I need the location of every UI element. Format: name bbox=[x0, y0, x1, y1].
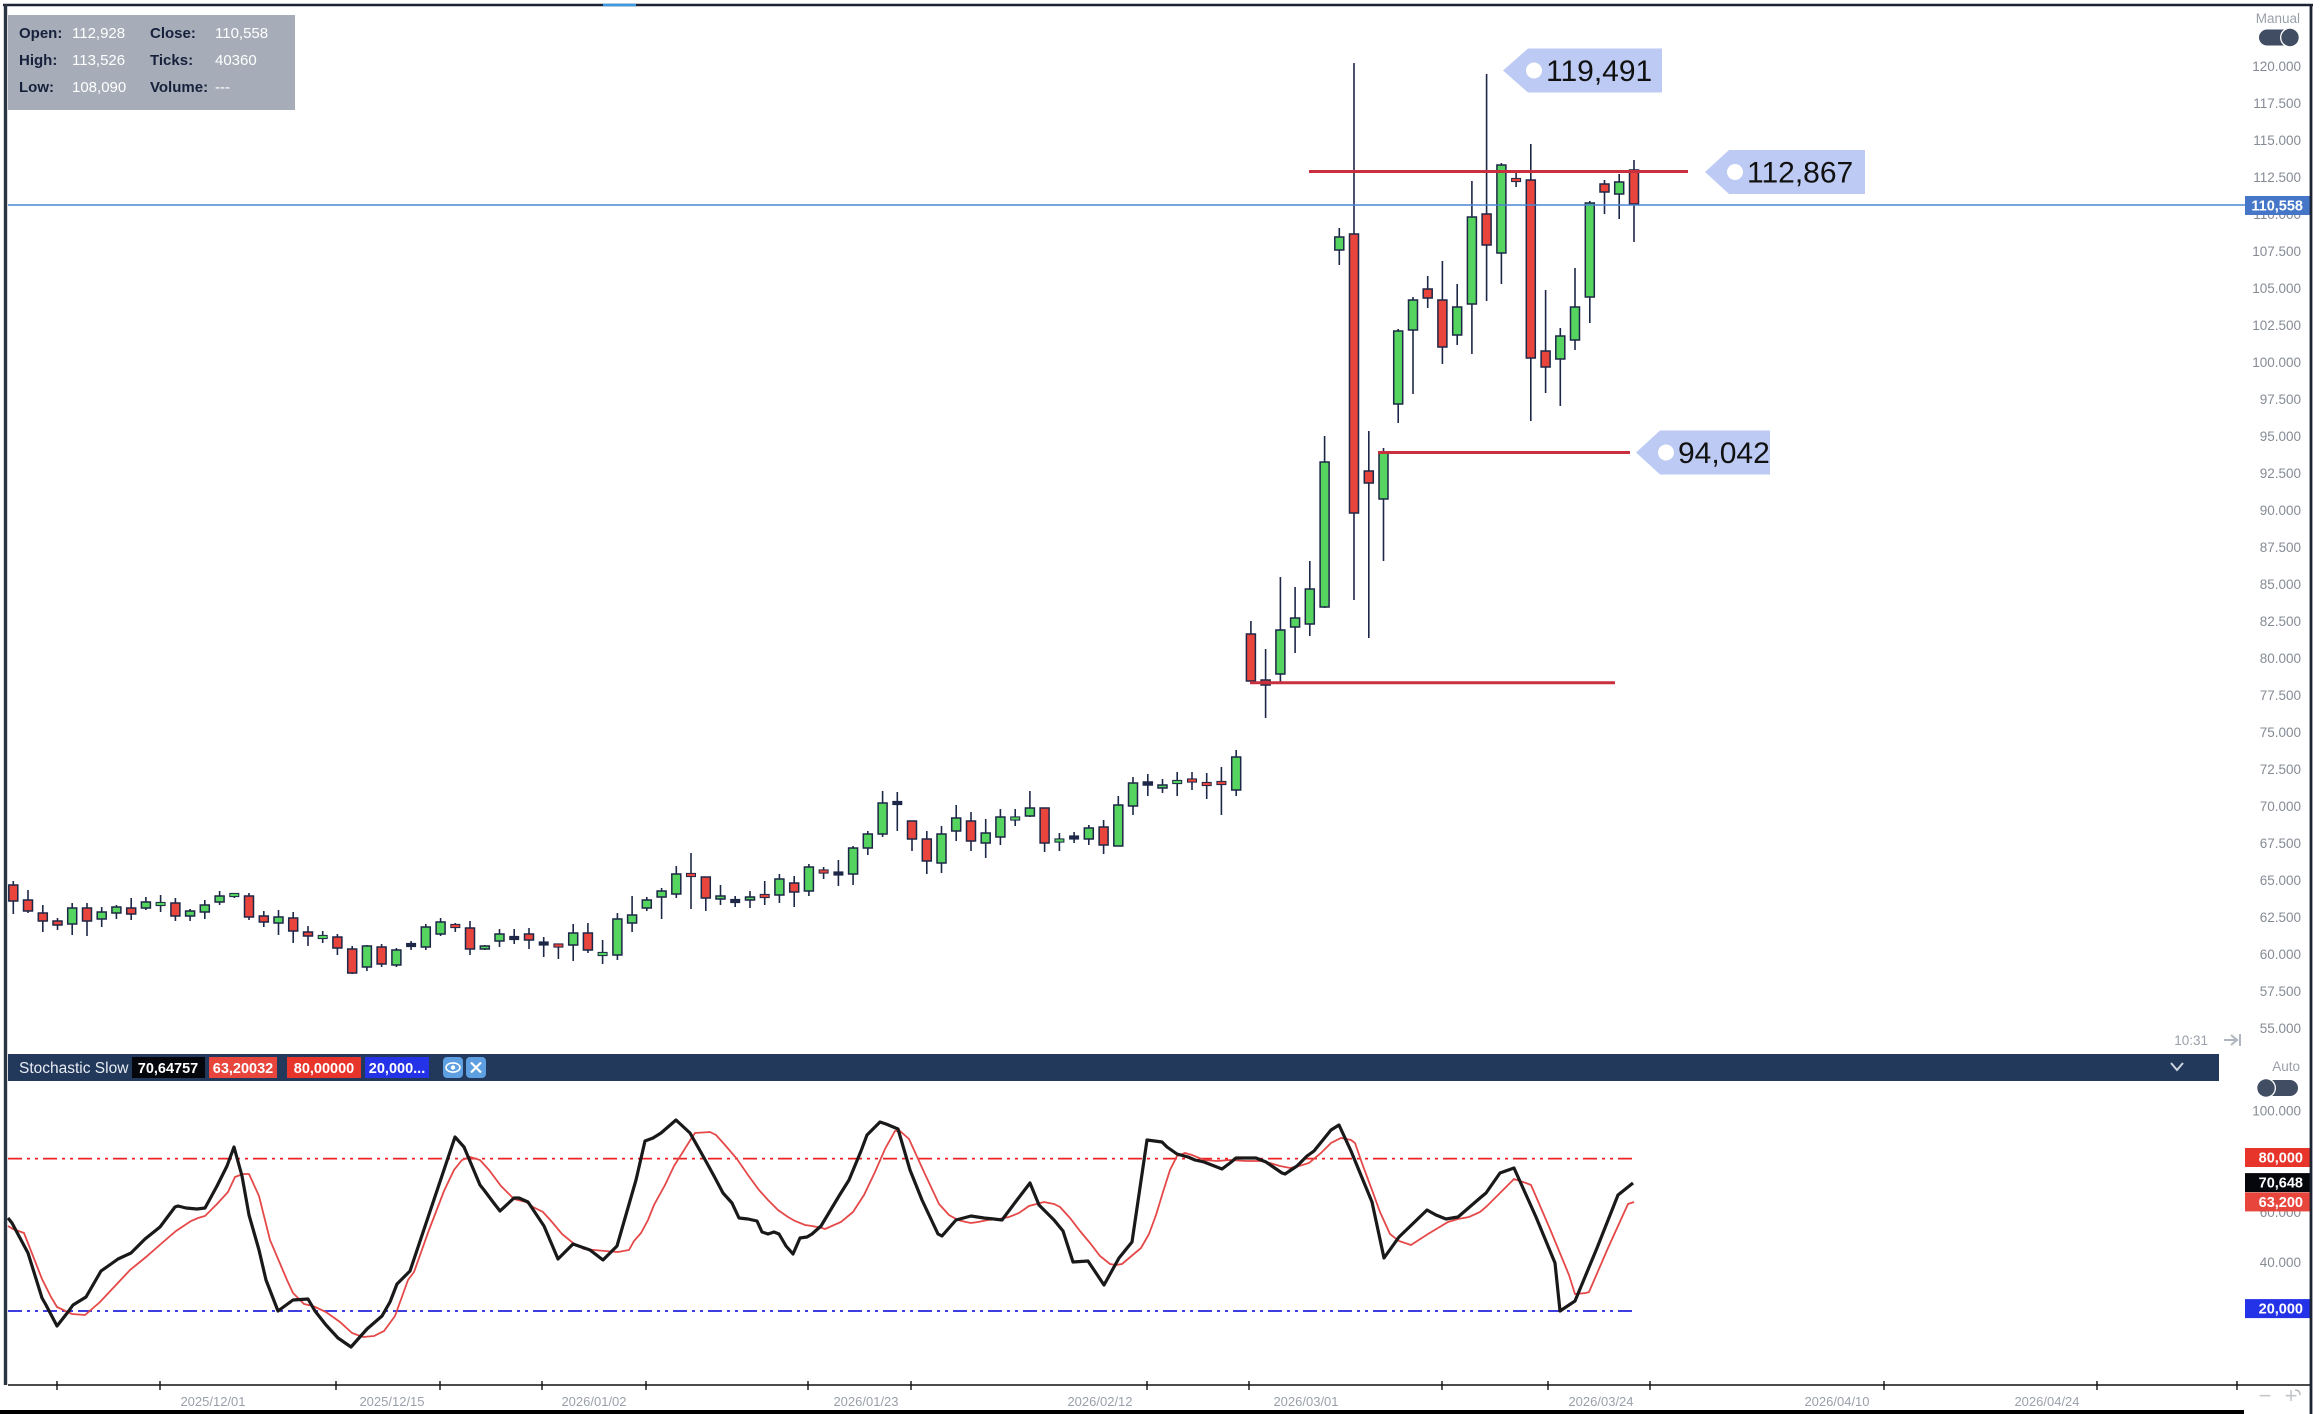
svg-text:63,20032: 63,20032 bbox=[213, 1061, 273, 1077]
svg-text:Ticks:: Ticks: bbox=[150, 52, 193, 69]
svg-text:112,928: 112,928 bbox=[72, 25, 125, 42]
svg-text:2026/04/24: 2026/04/24 bbox=[2014, 1394, 2079, 1409]
svg-text:100.000: 100.000 bbox=[2252, 355, 2301, 370]
svg-text:2025/12/01: 2025/12/01 bbox=[180, 1394, 245, 1409]
svg-text:120.000: 120.000 bbox=[2252, 59, 2301, 74]
svg-text:80,00000: 80,00000 bbox=[294, 1061, 354, 1077]
svg-text:77.500: 77.500 bbox=[2260, 688, 2301, 703]
svg-text:Manual: Manual bbox=[2256, 11, 2300, 26]
svg-text:60.000: 60.000 bbox=[2260, 947, 2301, 962]
svg-text:87.500: 87.500 bbox=[2260, 540, 2301, 555]
svg-text:67.500: 67.500 bbox=[2260, 836, 2301, 851]
svg-text:55.000: 55.000 bbox=[2260, 1021, 2301, 1036]
svg-text:110,558: 110,558 bbox=[215, 25, 268, 42]
svg-text:40360: 40360 bbox=[215, 52, 257, 69]
svg-text:82.500: 82.500 bbox=[2260, 614, 2301, 629]
svg-text:105.000: 105.000 bbox=[2252, 281, 2301, 296]
svg-text:94,042: 94,042 bbox=[1678, 437, 1770, 470]
svg-text:2026/01/02: 2026/01/02 bbox=[561, 1394, 626, 1409]
svg-text:62.500: 62.500 bbox=[2260, 910, 2301, 925]
svg-text:117.500: 117.500 bbox=[2253, 96, 2301, 111]
svg-text:+: + bbox=[2285, 1383, 2298, 1408]
svg-text:70,648: 70,648 bbox=[2259, 1176, 2303, 1192]
svg-text:Low:: Low: bbox=[19, 79, 54, 96]
svg-text:2026/04/10: 2026/04/10 bbox=[1804, 1394, 1869, 1409]
svg-text:102.500: 102.500 bbox=[2252, 318, 2301, 333]
svg-text:112,867: 112,867 bbox=[1747, 157, 1853, 190]
svg-text:85.000: 85.000 bbox=[2260, 577, 2301, 592]
svg-text:100.000: 100.000 bbox=[2252, 1104, 2301, 1119]
svg-text:2026/03/24: 2026/03/24 bbox=[1568, 1394, 1633, 1409]
svg-text:−: − bbox=[2259, 1383, 2272, 1408]
svg-text:63,200: 63,200 bbox=[2259, 1195, 2303, 1211]
svg-text:97.500: 97.500 bbox=[2260, 392, 2301, 407]
svg-text:20,000: 20,000 bbox=[2259, 1302, 2303, 1318]
svg-text:2026/01/23: 2026/01/23 bbox=[833, 1394, 898, 1409]
svg-text:---: --- bbox=[215, 79, 230, 96]
svg-text:2026/02/12: 2026/02/12 bbox=[1067, 1394, 1132, 1409]
svg-text:72.500: 72.500 bbox=[2260, 762, 2301, 777]
svg-text:107.500: 107.500 bbox=[2252, 244, 2301, 259]
svg-text:57.500: 57.500 bbox=[2260, 984, 2301, 999]
svg-text:108,090: 108,090 bbox=[72, 79, 126, 96]
svg-text:High:: High: bbox=[19, 52, 57, 69]
svg-text:80,000: 80,000 bbox=[2259, 1151, 2303, 1167]
svg-text:80.000: 80.000 bbox=[2260, 651, 2301, 666]
svg-text:75.000: 75.000 bbox=[2260, 725, 2301, 740]
svg-text:70.000: 70.000 bbox=[2260, 799, 2301, 814]
svg-text:40.000: 40.000 bbox=[2260, 1255, 2301, 1270]
svg-text:Volume:: Volume: bbox=[150, 79, 208, 96]
svg-text:119,491: 119,491 bbox=[1546, 55, 1652, 88]
svg-text:Open:: Open: bbox=[19, 25, 62, 42]
svg-text:112.500: 112.500 bbox=[2253, 170, 2301, 185]
svg-text:2026/03/01: 2026/03/01 bbox=[1273, 1394, 1338, 1409]
svg-text:20,000...: 20,000... bbox=[369, 1061, 425, 1077]
svg-text:10:31: 10:31 bbox=[2174, 1033, 2208, 1048]
svg-text:90.000: 90.000 bbox=[2260, 503, 2301, 518]
svg-text:2025/12/15: 2025/12/15 bbox=[359, 1394, 424, 1409]
svg-text:92.500: 92.500 bbox=[2260, 466, 2301, 481]
svg-text:65.000: 65.000 bbox=[2260, 873, 2301, 888]
svg-text:Stochastic Slow: Stochastic Slow bbox=[19, 1060, 129, 1077]
svg-text:113,526: 113,526 bbox=[72, 52, 125, 69]
svg-text:95.000: 95.000 bbox=[2260, 429, 2301, 444]
svg-text:70,64757: 70,64757 bbox=[138, 1061, 198, 1077]
svg-text:Auto: Auto bbox=[2272, 1059, 2300, 1074]
svg-text:115.000: 115.000 bbox=[2253, 133, 2301, 148]
svg-text:110,558: 110,558 bbox=[2251, 199, 2303, 215]
svg-text:Close:: Close: bbox=[150, 25, 196, 42]
